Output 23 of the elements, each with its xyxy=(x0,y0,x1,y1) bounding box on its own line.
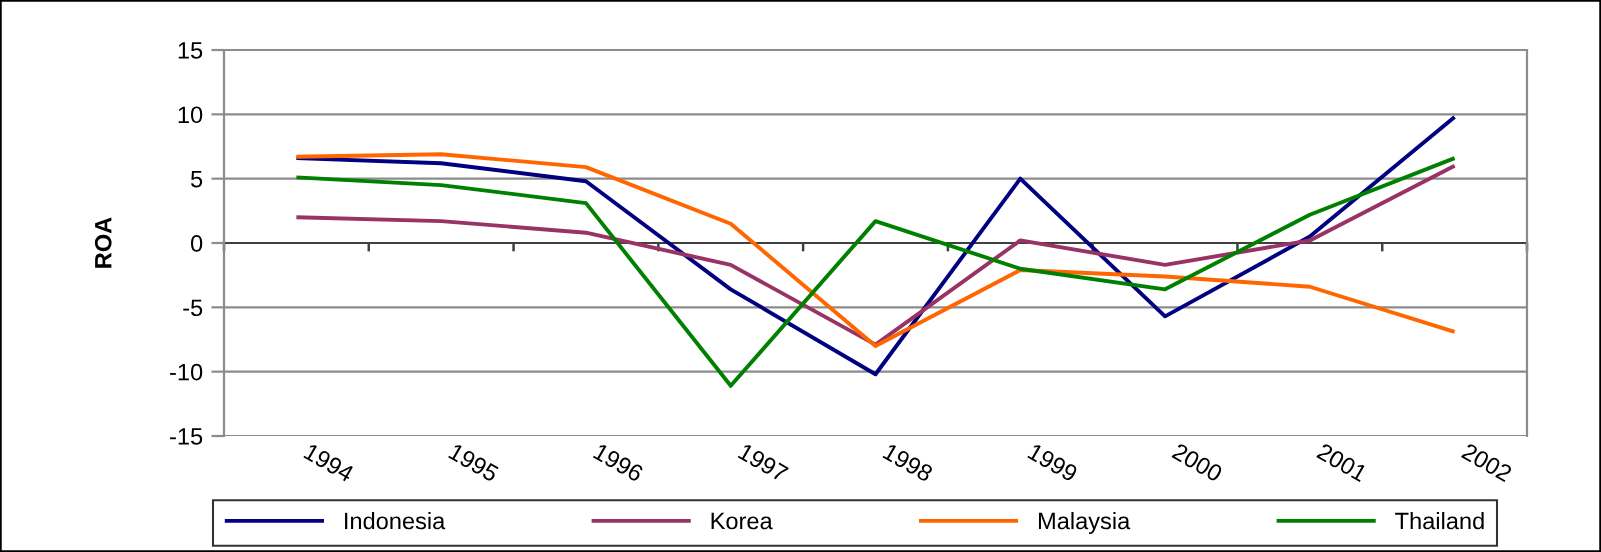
y-tick-label: 15 xyxy=(178,42,203,59)
x-tick-label: 1999 xyxy=(1027,443,1079,483)
legend-label: Korea xyxy=(711,512,773,530)
y-axis-title: ROA xyxy=(94,217,112,268)
x-tick-label: 2001 xyxy=(1316,442,1369,483)
legend-label: Thailand xyxy=(1395,511,1484,530)
line-series xyxy=(294,114,1457,377)
x-tick-label: 1995 xyxy=(448,443,500,483)
y-tick-label: -10 xyxy=(170,363,203,381)
y-tick-label: 0 xyxy=(190,235,203,252)
x-tick-label: 1998 xyxy=(882,443,934,483)
x-tick-label: 1994 xyxy=(303,443,355,483)
y-tick-label: 10 xyxy=(178,106,203,124)
legend-label: Indonesia xyxy=(345,511,446,530)
x-tick-label: 1997 xyxy=(737,443,789,483)
x-tick-label: 2002 xyxy=(1460,442,1513,483)
legend-label: Malaysia xyxy=(1039,511,1131,534)
y-tick-label: -5 xyxy=(183,299,203,317)
y-tick-label: 5 xyxy=(190,170,203,188)
x-tick-label: 2000 xyxy=(1171,442,1224,483)
x-tick-label: 1996 xyxy=(592,443,645,483)
line-series xyxy=(294,156,1457,388)
y-tick-label: -15 xyxy=(170,428,203,445)
